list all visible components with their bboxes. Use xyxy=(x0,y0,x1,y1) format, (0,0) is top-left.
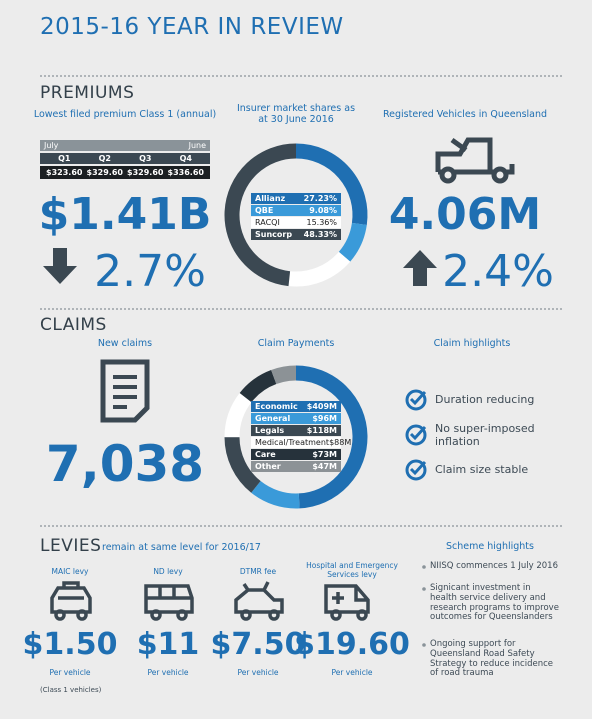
legend-value: $47M xyxy=(312,462,337,471)
scheme-item: Signicant investment in health service d… xyxy=(430,583,559,623)
levy-amount: $19.60 xyxy=(294,627,410,662)
vehicles-change: 2.4% xyxy=(442,246,554,297)
bullets xyxy=(422,565,426,647)
legend-name: General Damages xyxy=(255,414,297,434)
period-start: July xyxy=(44,141,59,150)
donut-segment xyxy=(224,143,297,287)
premium-total: $1.41B xyxy=(38,189,212,240)
legend-name: Economic Loss xyxy=(255,402,298,422)
levy-unit: Per vehicle xyxy=(147,668,189,677)
legend-row: General Damages $96M xyxy=(251,413,341,434)
quarter-value: $336.60 xyxy=(167,168,204,177)
quarter: Q1 xyxy=(58,154,71,163)
legend-value: $73M xyxy=(312,450,337,459)
vehicles-total: 4.06M xyxy=(388,189,542,240)
lowest-label: Lowest filed premium Class 1 (annual) xyxy=(33,109,217,120)
highlights-title: Claim highlights xyxy=(433,338,511,349)
legend-row: Medical/Treatment $88M xyxy=(251,437,351,448)
levy-name: ND levy xyxy=(153,567,183,576)
legend-row: Legals $118M xyxy=(251,425,341,436)
quarter-value: $329.60 xyxy=(127,168,164,177)
legend-value: 27.23% xyxy=(303,194,337,203)
donut-segment xyxy=(338,222,367,262)
highlight: Duration reducing xyxy=(435,393,535,406)
period-row: July June xyxy=(40,140,210,151)
legend-value: $118M xyxy=(306,426,337,435)
levy-icons xyxy=(50,581,370,621)
donut-segment xyxy=(224,436,261,493)
quarter-row: Q1 Q2 Q3 Q4 xyxy=(40,153,210,164)
value-row: $323.60 $329.60 $329.60 $336.60 xyxy=(40,166,210,179)
legend-row: Allianz 27.23% xyxy=(251,193,341,204)
levy-unit: Per vehicle xyxy=(237,668,279,677)
legend-value: 15.36% xyxy=(306,218,337,227)
legend-value: $409M xyxy=(306,402,337,411)
scheme-item: NIISQ commences 1 July 2016 xyxy=(430,561,558,571)
legend-value: $88M xyxy=(329,438,352,447)
levies-heading: LEVIES xyxy=(40,536,102,556)
legend-row: Other $47M xyxy=(251,461,341,472)
levies-subheading: remain at same level for 2016/17 xyxy=(102,542,261,553)
donut-segment xyxy=(288,251,351,287)
donut-segment xyxy=(224,392,252,438)
quarter: Q3 xyxy=(139,154,152,163)
legend-name: RACQI xyxy=(255,218,280,227)
legend-name: Care xyxy=(255,450,276,459)
donut-segment xyxy=(239,369,277,403)
levy-name: Hospital and Emergency Services levy xyxy=(306,561,398,579)
donut-segment xyxy=(271,365,297,385)
levy-unit: Per vehicle xyxy=(331,668,373,677)
legend-value: $96M xyxy=(312,414,337,423)
footnote: (Class 1 vehicles) xyxy=(40,686,102,694)
levy-amount: $7.50 xyxy=(210,627,306,662)
levy-amount: $1.50 xyxy=(22,627,118,662)
highlight: Claim size stable xyxy=(435,463,529,476)
premiums-heading: PREMIUMS xyxy=(40,83,135,103)
legend-row: QBE 9.08% xyxy=(251,205,341,216)
scheme-item: Ongoing support for Queensland Road Safe… xyxy=(430,639,553,679)
scheme-title: Scheme highlights xyxy=(446,541,534,552)
new-claims-label: New claims xyxy=(97,338,153,349)
legend-name: Legals xyxy=(255,426,285,435)
quarter: Q2 xyxy=(98,154,111,163)
legend-name: Other xyxy=(255,462,281,471)
page-title: 2015-16 YEAR IN REVIEW xyxy=(40,14,344,40)
levy-name: MAIC levy xyxy=(51,567,89,576)
legend-row: RACQI 15.36% xyxy=(251,217,341,228)
claims-heading: CLAIMS xyxy=(40,315,107,335)
legend-name: QBE xyxy=(255,206,274,215)
donut-segment xyxy=(295,365,368,509)
document-icon xyxy=(100,359,150,423)
down-arrow xyxy=(43,248,77,284)
market-title: Insurer market shares as at 30 June 2016 xyxy=(236,103,356,125)
dividers xyxy=(40,75,562,527)
levy-amount: $11 xyxy=(136,627,200,662)
legend-value: 48.33% xyxy=(303,230,337,239)
quarter: Q4 xyxy=(179,154,192,163)
highlight: No super-imposed inflation xyxy=(435,422,535,448)
donut-segment xyxy=(251,480,300,509)
premium-change: 2.7% xyxy=(94,246,206,297)
up-arrow xyxy=(403,250,437,286)
legend-row: Care $73M xyxy=(251,449,341,460)
new-claims: 7,038 xyxy=(45,435,205,493)
levy-name: DTMR fee xyxy=(239,567,277,576)
donut-segment xyxy=(295,143,368,225)
vehicles-label: Registered Vehicles in Queensland xyxy=(382,109,548,120)
quarter-value: $323.60 xyxy=(46,168,83,177)
legend-name: Allianz xyxy=(255,194,286,203)
check-icons xyxy=(405,389,427,481)
levy-unit: Per vehicle xyxy=(49,668,91,677)
legend-row: Suncorp 48.33% xyxy=(251,229,341,240)
payments-title: Claim Payments xyxy=(257,338,335,349)
legend-row: Economic Loss $409M xyxy=(251,401,341,422)
quarter-value: $329.60 xyxy=(86,168,123,177)
legend-value: 9.08% xyxy=(309,206,337,215)
legend-name: Medical/Treatment xyxy=(255,438,330,447)
period-end: June xyxy=(188,141,206,150)
vehicle-icon xyxy=(435,137,515,184)
legend-name: Suncorp xyxy=(255,230,293,239)
